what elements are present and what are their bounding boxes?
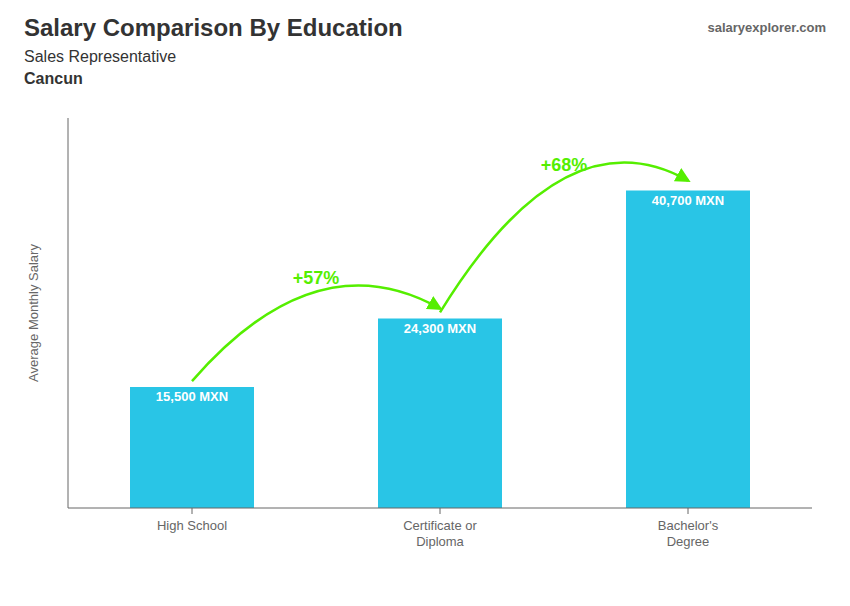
svg-text:+57%: +57%: [293, 268, 340, 288]
svg-text:Certificate orDiploma: Certificate orDiploma: [403, 518, 477, 549]
html-text:Salary Comparison By Education: Salary Comparison By Education: [24, 14, 403, 41]
svg-text:24,300 MXN: 24,300 MXN: [404, 321, 476, 336]
svg-text:40,700 MXN: 40,700 MXN: [652, 193, 724, 208]
html-text:salaryexplorer.com: salaryexplorer.com: [707, 20, 826, 35]
svg-text:Average Monthly Salary: Average Monthly Salary: [26, 244, 41, 382]
svg-text:High School: High School: [157, 518, 227, 533]
svg-text:Bachelor'sDegree: Bachelor'sDegree: [658, 518, 719, 549]
html-text:Sales Representative: Sales Representative: [24, 48, 177, 65]
html-text:Cancun: Cancun: [24, 70, 83, 87]
svg-text:+68%: +68%: [541, 155, 588, 175]
svg-text:15,500 MXN: 15,500 MXN: [156, 389, 228, 404]
